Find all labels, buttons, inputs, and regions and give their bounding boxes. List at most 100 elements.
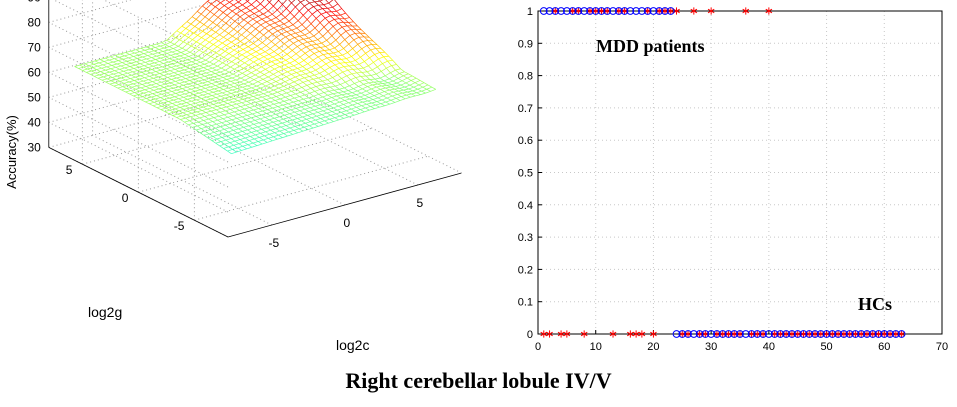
surface-segment (172, 63, 177, 67)
surface-segment (247, 127, 253, 131)
surface-segment (90, 74, 95, 77)
surface-segment (289, 39, 294, 44)
surface-segment (207, 121, 213, 124)
surface-segment (131, 61, 137, 64)
surface-segment (364, 95, 370, 98)
surface-segment (229, 44, 236, 49)
surface-segment (247, 22, 252, 27)
surface-segment (200, 113, 205, 117)
surface-segment (289, 97, 295, 101)
surface-segment (342, 106, 348, 109)
surface-segment (241, 133, 247, 136)
surface-segment (373, 81, 378, 85)
surface-segment (314, 74, 319, 79)
surface-segment (255, 24, 262, 30)
surface-segment (375, 104, 380, 108)
surface-segment (273, 73, 278, 78)
surface-segment (220, 95, 226, 99)
surface-segment (279, 130, 284, 134)
surface-segment (267, 56, 274, 60)
surface-segment (297, 20, 303, 25)
surface-segment (208, 65, 213, 69)
surface-segment (353, 100, 358, 104)
surface-segment (165, 83, 170, 87)
actual-point (799, 330, 808, 338)
surface-segment (418, 82, 425, 86)
surface-segment (260, 3, 265, 8)
surface-segment (211, 140, 216, 144)
surface-segment (288, 101, 294, 104)
surface-segment (248, 61, 254, 66)
surface-segment (294, 110, 300, 113)
surface-segment (207, 122, 212, 126)
surface-segment (83, 66, 88, 70)
surface-segment (130, 50, 135, 54)
surface-segment (283, 68, 288, 73)
surface-segment (338, 105, 343, 109)
surface-segment (178, 86, 183, 89)
surface-segment (343, 21, 348, 26)
surface-segment (339, 88, 344, 93)
surface-segment (179, 39, 184, 43)
surface-segment (156, 105, 163, 108)
surface-segment (275, 126, 282, 129)
surface-segment (200, 74, 206, 77)
surface-segment (387, 59, 393, 62)
surface-segment (305, 122, 310, 126)
surface-segment (379, 75, 386, 79)
surface-segment (244, 13, 250, 17)
surface-segment (179, 105, 186, 108)
surface-segment (226, 105, 232, 108)
surface-segment (223, 114, 229, 118)
surface-segment (352, 48, 357, 54)
surface-segment (236, 103, 241, 107)
surface-segment (167, 103, 173, 106)
surface-segment (314, 89, 321, 92)
actual-point (782, 330, 791, 338)
surface-segment (347, 104, 353, 108)
surface-segment (327, 94, 332, 98)
surface-segment (118, 82, 125, 86)
surface-segment (229, 84, 234, 87)
surface-segment (230, 17, 236, 22)
surface-segment (341, 93, 348, 96)
surface-segment (264, 74, 269, 78)
surface-segment (178, 70, 184, 74)
surface-segment (318, 77, 323, 82)
surface-segment (117, 75, 122, 79)
surface-segment (125, 78, 131, 81)
surface-segment (280, 98, 285, 102)
surface-segment (333, 70, 338, 76)
surface-segment (172, 62, 178, 65)
surface-segment (300, 1, 305, 7)
surface-segment (197, 52, 204, 57)
surface-segment (179, 93, 185, 96)
surface-segment (226, 119, 232, 122)
surface-segment (351, 108, 356, 112)
surface-segment (320, 84, 326, 89)
surface-segment (377, 83, 382, 87)
surface-segment (218, 56, 225, 62)
surface-segment (262, 109, 268, 112)
surface-segment (195, 115, 200, 119)
surface-segment (351, 72, 357, 75)
surface-segment (183, 41, 188, 45)
surface-segment (367, 99, 374, 102)
surface-segment (287, 134, 293, 137)
surface-segment (266, 111, 272, 114)
surface-segment (319, 73, 324, 77)
surface-segment (124, 67, 129, 71)
actual-point (637, 7, 646, 15)
surface-segment (206, 29, 212, 34)
y-tick-label: 0 (527, 329, 533, 341)
surface-segment (271, 125, 277, 129)
surface-segment (183, 83, 189, 86)
actual-point (597, 7, 606, 15)
surface-segment (190, 75, 197, 78)
surface-segment (324, 50, 329, 54)
surface-segment (224, 84, 230, 87)
surface-segment (294, 126, 300, 130)
surface-segment (119, 68, 124, 72)
actual-point (678, 330, 687, 338)
surface-segment (293, 115, 298, 119)
